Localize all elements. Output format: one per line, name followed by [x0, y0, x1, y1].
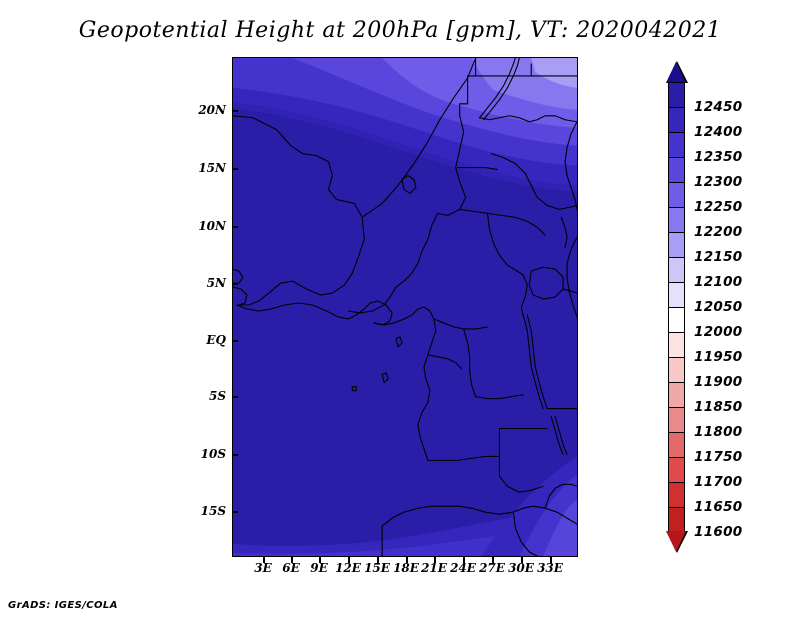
colorbar-swatch: [669, 308, 684, 333]
colorbar-tick-label: 12000: [694, 324, 743, 340]
colorbar-tick-label: 12150: [694, 249, 743, 265]
contour-bands-svg: [233, 58, 577, 556]
colorbar-swatch: [669, 383, 684, 408]
y-axis-tick: [232, 226, 238, 228]
colorbar[interactable]: 12450 12400 12350 12300 12250 12200 12150 12100…: [665, 61, 742, 553]
x-axis-tick: [319, 557, 321, 563]
colorbar-swatch: [669, 333, 684, 358]
y-axis-label-20n: 20N: [198, 103, 226, 117]
colorbar-tick-label: 12450: [694, 99, 743, 115]
y-axis-tick: [232, 168, 238, 170]
colorbar-tick-label: 11950: [694, 349, 743, 365]
x-axis-label-18e: 18E: [393, 561, 419, 575]
colorbar-swatch: [669, 108, 684, 133]
page-title: Geopotential Height at 200hPa [gpm], VT:…: [78, 18, 722, 43]
colorbar-tick-label: 11800: [694, 424, 743, 440]
colorbar-tick-label: 11650: [694, 499, 743, 515]
colorbar-extend-below-arrow: [666, 531, 686, 552]
colorbar-swatch: [669, 233, 684, 258]
colorbar-swatch: [669, 408, 684, 433]
y-axis-label-5n: 5N: [206, 276, 226, 290]
x-axis-label-15e: 15E: [364, 561, 390, 575]
y-axis-label-10n: 10N: [198, 219, 226, 233]
x-axis-label-30e: 30E: [508, 561, 534, 575]
x-axis-label-6e: 6E: [282, 561, 300, 575]
colorbar-swatch: [669, 258, 684, 283]
y-axis-tick: [232, 340, 238, 342]
x-axis-label-33e: 33E: [537, 561, 563, 575]
colorbar-tick-label: 12350: [694, 149, 743, 165]
y-axis-tick: [232, 511, 238, 513]
colorbar-swatch: [669, 433, 684, 458]
colorbar-tick-label: 12250: [694, 199, 743, 215]
map-plot-area[interactable]: [232, 57, 578, 557]
colorbar-swatch: [669, 483, 684, 508]
colorbar-tick-label: 12400: [694, 124, 743, 140]
x-axis-tick: [550, 557, 552, 563]
colorbar-tick-label: 11700: [694, 474, 743, 490]
x-axis-tick: [348, 557, 350, 563]
x-axis-label-24e: 24E: [450, 561, 476, 575]
y-axis-tick: [232, 110, 238, 112]
x-axis-tick: [434, 557, 436, 563]
x-axis-label-21e: 21E: [421, 561, 447, 575]
x-axis-label-9e: 9E: [310, 561, 328, 575]
colorbar-swatch-stack: [668, 82, 685, 533]
footer-credit: GrADS: IGES/COLA: [8, 600, 118, 611]
colorbar-swatch: [669, 358, 684, 383]
y-axis-label-15s: 15S: [200, 504, 226, 518]
colorbar-tick-label: 11900: [694, 374, 743, 390]
y-axis-label-10s: 10S: [200, 447, 226, 461]
colorbar-swatch: [669, 208, 684, 233]
x-axis-tick: [492, 557, 494, 563]
x-axis-tick: [263, 557, 265, 563]
colorbar-tick-label: 12050: [694, 299, 743, 315]
colorbar-tick-label: 12200: [694, 224, 743, 240]
x-axis-tick: [377, 557, 379, 563]
x-axis-label-12e: 12E: [335, 561, 361, 575]
x-axis-tick: [521, 557, 523, 563]
colorbar-swatch: [669, 458, 684, 483]
colorbar-swatch: [669, 133, 684, 158]
y-axis-tick: [232, 396, 238, 398]
x-axis-tick: [463, 557, 465, 563]
colorbar-tick-label: 11750: [694, 449, 743, 465]
colorbar-swatch: [669, 283, 684, 308]
colorbar-swatch: [669, 83, 684, 108]
y-axis-tick: [232, 454, 238, 456]
colorbar-swatch: [669, 158, 684, 183]
contour-shading-field: [233, 58, 577, 556]
colorbar-tick-label: 11600: [694, 524, 743, 540]
colorbar-tick-label: 12100: [694, 274, 743, 290]
y-axis-label-5s: 5S: [208, 389, 226, 403]
y-axis-label-eq: EQ: [206, 333, 226, 347]
y-axis-tick: [232, 283, 238, 285]
colorbar-tick-label: 11850: [694, 399, 743, 415]
colorbar-tick-label: 12300: [694, 174, 743, 190]
y-axis-label-15n: 15N: [198, 161, 226, 175]
x-axis-tick: [406, 557, 408, 563]
x-axis-label-27e: 27E: [479, 561, 505, 575]
x-axis-label-3e: 3E: [254, 561, 272, 575]
colorbar-swatch: [669, 183, 684, 208]
colorbar-swatch: [669, 508, 684, 533]
x-axis-tick: [291, 557, 293, 563]
colorbar-extend-above-arrow: [666, 62, 686, 83]
